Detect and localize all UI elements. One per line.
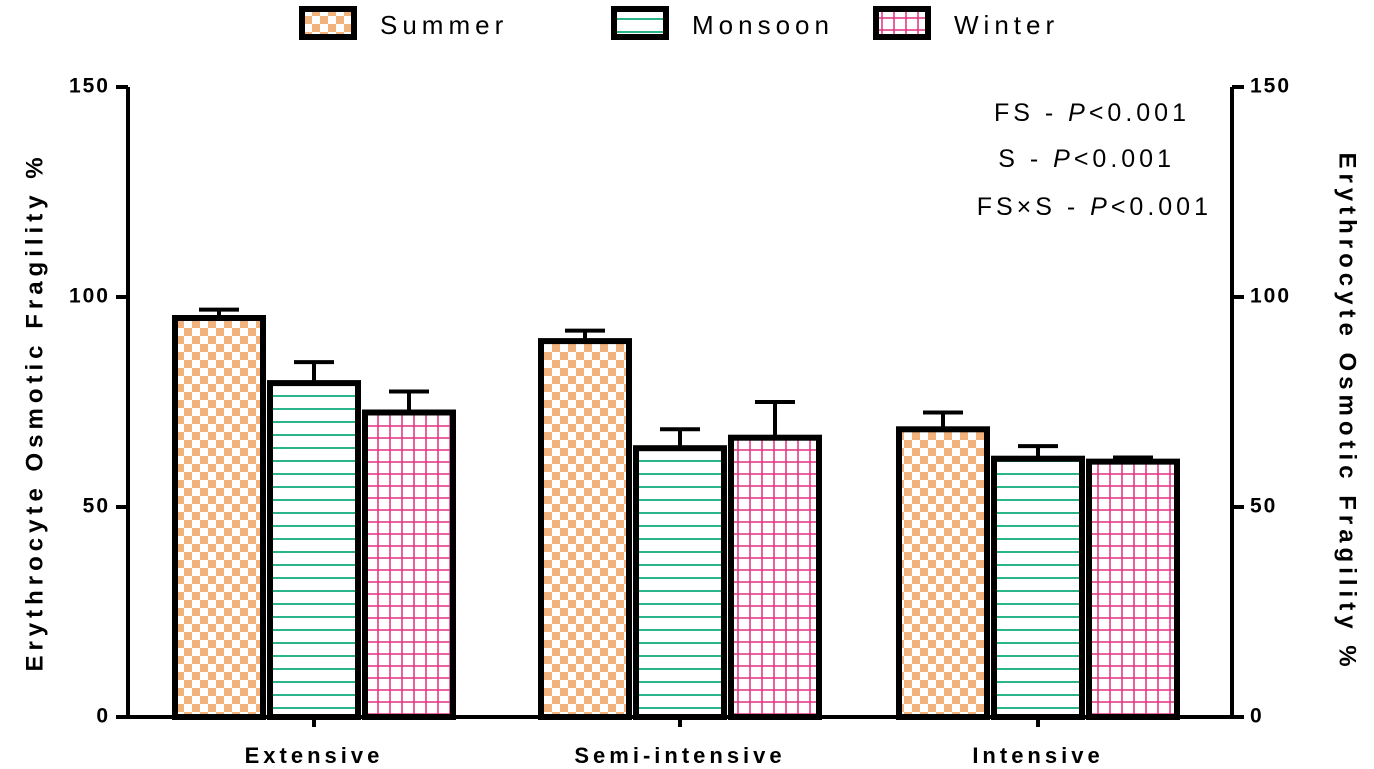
annotation-part: <0.001 [1111, 193, 1212, 221]
bar [728, 434, 822, 720]
annotation-part: P [1090, 193, 1111, 221]
annotation-part: FS×S - [977, 193, 1090, 221]
annotation: FS×S - P<0.001 [977, 193, 1212, 221]
bar [896, 426, 990, 720]
bar [538, 338, 632, 720]
y2-tick-label: 100 [1250, 285, 1291, 308]
legend-label: Monsoon [692, 10, 834, 40]
y-tick-label: 0 [96, 705, 110, 728]
x-tick-label: Semi-intensive [574, 743, 785, 768]
bar [172, 315, 266, 720]
y-tick-label: 150 [69, 75, 110, 98]
x-tick-label: Intensive [972, 743, 1103, 768]
y2-axis-label: Erythrocyte Osmotic Fragility % [1334, 152, 1361, 671]
legend-swatch [299, 6, 357, 40]
y2-tick-label: 0 [1250, 705, 1264, 728]
y-tick-label: 50 [83, 495, 110, 518]
bar [991, 455, 1085, 720]
legend-swatch [611, 6, 669, 40]
annotation-part: <0.001 [1074, 145, 1175, 173]
annotation-part: FS - [994, 99, 1068, 127]
legend-swatch [873, 6, 931, 40]
y-axis-label: Erythrocyte Osmotic Fragility % [21, 152, 48, 671]
bar [267, 380, 361, 720]
legend-label: Summer [380, 10, 508, 40]
legend-label: Winter [954, 10, 1059, 40]
annotation-part: <0.001 [1089, 99, 1190, 127]
annotation: FS - P<0.001 [994, 99, 1190, 127]
annotation-part: P [1053, 145, 1074, 173]
bar [362, 409, 456, 720]
y-tick-label: 100 [69, 285, 110, 308]
x-tick-label: Extensive [245, 743, 384, 768]
y2-tick-label: 150 [1250, 75, 1291, 98]
annotation-part: S - [998, 145, 1053, 173]
annotation: S - P<0.001 [998, 145, 1175, 173]
y2-tick-label: 50 [1250, 495, 1277, 518]
annotation-part: P [1068, 99, 1089, 127]
bar [633, 445, 727, 720]
bar [1086, 458, 1180, 721]
